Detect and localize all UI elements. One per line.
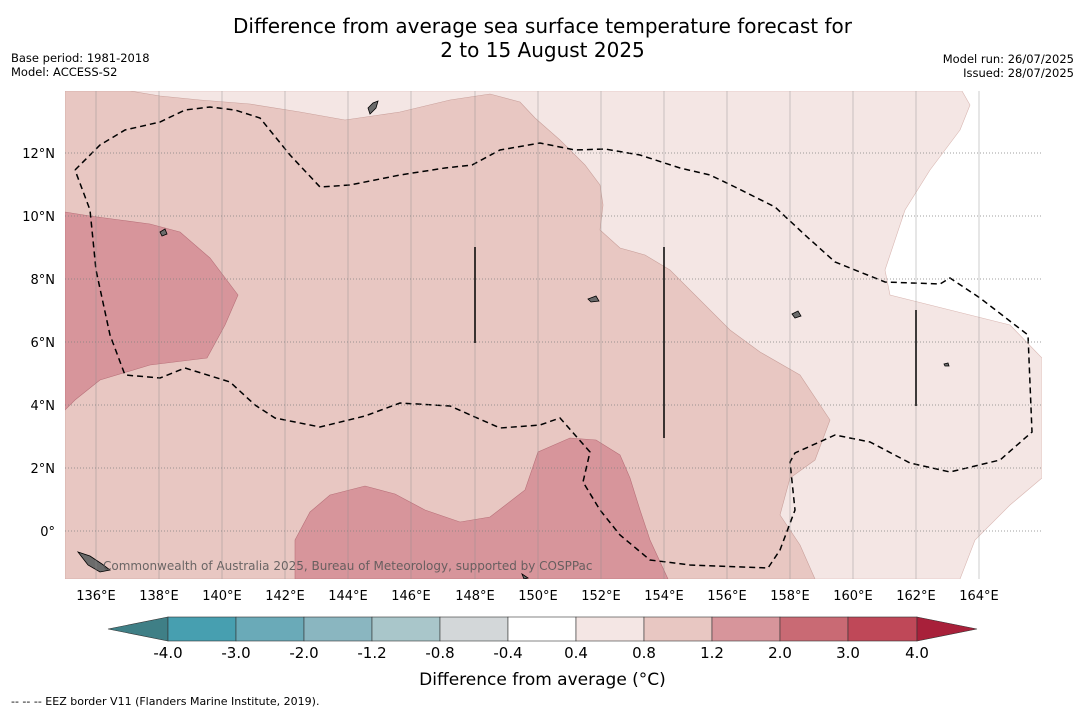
eez-border-line <box>74 106 1033 569</box>
colorbar-ticks: -4.0 -3.0 -2.0 -1.2 -0.8 -0.4 0.4 0.8 1.… <box>153 644 929 662</box>
colorbar-tick-label: 3.0 <box>836 644 860 662</box>
boundary-ticks <box>474 247 917 438</box>
lon-label: 154°E <box>644 589 684 604</box>
colorbar-label: Difference from average (°C) <box>419 670 666 690</box>
latitude-labels: 12°N 10°N 8°N 6°N 4°N 2°N 0° <box>22 147 55 540</box>
lon-label: 138°E <box>139 589 179 604</box>
island-png-west <box>76 551 111 573</box>
model-run-text: Model run: 26/07/2025 <box>942 52 1074 66</box>
colorbar-bin <box>779 616 849 642</box>
colorbar-tick-label: -4.0 <box>153 644 182 662</box>
island-pohnpei <box>791 310 802 319</box>
colorbar-bin <box>371 616 441 642</box>
colorbar-tick-label: 1.2 <box>700 644 724 662</box>
chart-title-line2: 2 to 15 August 2025 <box>440 38 645 62</box>
lon-label: 152°E <box>581 589 621 604</box>
issued-text: Issued: 28/07/2025 <box>963 66 1074 80</box>
model-text: Model: ACCESS-S2 <box>11 65 118 79</box>
lon-label: 156°E <box>707 589 747 604</box>
longitude-gridlines <box>95 91 980 579</box>
lon-label: 146°E <box>391 589 431 604</box>
lon-label: 158°E <box>770 589 810 604</box>
base-period-text: Base period: 1981-2018 <box>11 51 150 65</box>
colorbar-bin <box>167 616 237 642</box>
lon-label: 142°E <box>265 589 305 604</box>
lat-label: 2°N <box>31 462 56 477</box>
colorbar-bin <box>711 616 781 642</box>
latitude-gridlines <box>65 152 1042 532</box>
colorbar-tick-label: -1.2 <box>357 644 386 662</box>
colorbar-bin <box>847 616 918 642</box>
colorbar-tick-label: -0.4 <box>493 644 522 662</box>
lat-label: 4°N <box>31 399 56 414</box>
lon-label: 136°E <box>76 589 116 604</box>
warm-region-west <box>65 211 239 411</box>
chart-title-line1: Difference from average sea surface temp… <box>232 14 852 38</box>
colorbar-under-arrow <box>107 616 169 642</box>
colorbar-tick-label: -0.8 <box>425 644 454 662</box>
lat-label: 6°N <box>31 336 56 351</box>
colorbar-tick-label: 0.8 <box>632 644 656 662</box>
colorbar-tick-label: 4.0 <box>905 644 929 662</box>
lon-label: 150°E <box>518 589 558 604</box>
lat-label: 8°N <box>31 273 56 288</box>
colorbar-bin <box>643 616 713 642</box>
lon-label: 160°E <box>833 589 873 604</box>
colorbar-tick-label: -3.0 <box>221 644 250 662</box>
island-markers <box>76 100 950 579</box>
map-area: Commonwealth of Australia 2025, Bureau o… <box>65 91 1042 579</box>
lat-label: 0° <box>40 525 55 540</box>
colorbar-over-arrow <box>916 616 978 642</box>
mild-warm-region <box>65 91 831 579</box>
colorbar-tick-label: 2.0 <box>768 644 792 662</box>
island-kosrae <box>943 362 950 367</box>
lon-label: 164°E <box>959 589 999 604</box>
colorbar-tick-label: -2.0 <box>289 644 318 662</box>
colorbar-bin <box>235 616 305 642</box>
colorbar-bin <box>575 616 645 642</box>
lat-label: 10°N <box>22 210 55 225</box>
island-png-east <box>521 572 529 579</box>
colorbar-tick-label: 0.4 <box>564 644 588 662</box>
colorbar-bin <box>507 616 577 642</box>
colorbar-bin <box>303 616 373 642</box>
lon-label: 148°E <box>455 589 495 604</box>
lat-label: 12°N <box>22 147 55 162</box>
lon-label: 162°E <box>896 589 936 604</box>
longitude-labels: 136°E 138°E 140°E 142°E 144°E 146°E 148°… <box>76 589 999 604</box>
lon-label: 140°E <box>202 589 242 604</box>
island-chuuk <box>587 295 600 303</box>
lon-label: 144°E <box>328 589 368 604</box>
island-yap <box>159 228 168 237</box>
colorbar-bin <box>439 616 509 642</box>
island-palau <box>367 100 379 115</box>
colorbar <box>107 616 978 642</box>
copyright-watermark: Commonwealth of Australia 2025, Bureau o… <box>103 559 593 573</box>
eez-legend-note: -- -- -- EEZ border V11 (Flanders Marine… <box>11 695 320 708</box>
